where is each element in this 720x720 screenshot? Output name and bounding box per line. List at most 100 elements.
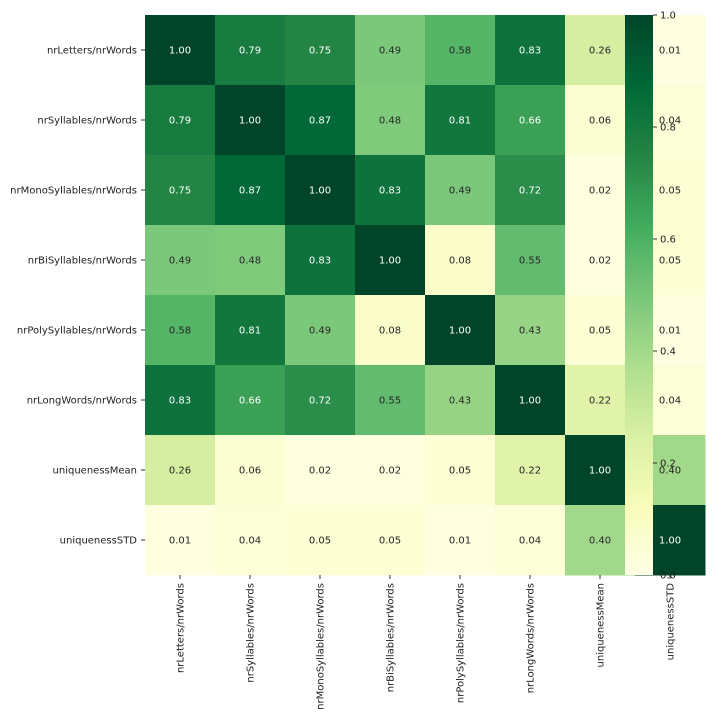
heatmap-cells: 1.00 0.79 0.75 0.49 0.58 0.83 0.26 0.01 0.79 1.00… — [145, 15, 706, 576]
heatmap-cell — [495, 155, 566, 226]
heatmap-cell — [285, 435, 356, 506]
heatmap-cell — [355, 365, 426, 436]
colorbar-tick-label: 0.2 — [660, 459, 676, 470]
heatmap-cell — [425, 295, 496, 366]
heatmap-cell — [145, 85, 216, 156]
heatmap-cell — [425, 15, 496, 86]
row-tick-label: nrPolySyllables/nrWords — [17, 326, 137, 337]
cell-value-label: 0.48 — [379, 116, 401, 127]
cell-value-label: 0.83 — [309, 256, 331, 267]
column-tick-labels: nrLetters/nrWords nrSyllables/nrWords nrMo… — [176, 575, 677, 710]
heatmap-cell — [355, 225, 426, 296]
heatmap-cell — [495, 365, 566, 436]
cell-value-label: 1.00 — [519, 396, 541, 407]
colorbar-tick-label: 0.0 — [660, 571, 676, 582]
cell-value-label: 0.43 — [449, 396, 471, 407]
cell-value-label: 0.40 — [589, 536, 611, 547]
heatmap-cell — [285, 505, 356, 576]
heatmap-cell — [495, 225, 566, 296]
heatmap-cell — [285, 85, 356, 156]
cell-value-label: 0.58 — [449, 46, 471, 57]
cell-value-label: 0.02 — [309, 466, 331, 477]
cell-value-label: 0.81 — [449, 116, 471, 127]
heatmap-cell — [425, 85, 496, 156]
cell-value-label: 0.22 — [589, 396, 611, 407]
cell-value-label: 0.72 — [309, 396, 331, 407]
heatmap-cell — [285, 225, 356, 296]
heatmap-cell — [285, 295, 356, 366]
heatmap-cell — [565, 505, 636, 576]
cell-value-label: 0.05 — [309, 536, 331, 547]
heatmap-cell — [355, 435, 426, 506]
cell-value-label: 0.40 — [659, 466, 681, 477]
heatmap-cell — [285, 15, 356, 86]
cell-value-label: 0.79 — [239, 46, 261, 57]
cell-value-label: 0.49 — [449, 186, 471, 197]
heatmap-cell — [215, 505, 286, 576]
heatmap-cell — [215, 155, 286, 226]
cell-value-label: 0.66 — [239, 396, 261, 407]
cell-value-label: 0.49 — [309, 326, 331, 337]
cell-value-label: 0.75 — [169, 186, 191, 197]
column-tick-label: nrMonoSyllables/nrWords — [316, 583, 327, 710]
cell-value-label: 0.04 — [659, 396, 681, 407]
cell-value-label: 0.79 — [169, 116, 191, 127]
cell-value-label: 0.49 — [169, 256, 191, 267]
heatmap-cell — [215, 85, 286, 156]
cell-value-label: 0.01 — [169, 536, 191, 547]
row-tick-label: nrSyllables/nrWords — [37, 116, 137, 127]
cell-value-label: 0.72 — [519, 186, 541, 197]
row-tick-label: uniquenessSTD — [60, 536, 138, 547]
cell-value-label: 0.05 — [449, 466, 471, 477]
cell-value-label: 0.83 — [519, 46, 541, 57]
heatmap-cell — [355, 505, 426, 576]
heatmap-cell — [425, 365, 496, 436]
cell-value-label: 0.81 — [239, 326, 261, 337]
cell-value-label: 0.08 — [449, 256, 471, 267]
cell-value-label: 0.26 — [169, 466, 191, 477]
colorbar-tick-label: 0.8 — [660, 123, 676, 134]
heatmap-cell — [495, 505, 566, 576]
colorbar-tick-label: 0.4 — [660, 347, 676, 358]
heatmap-cell — [565, 365, 636, 436]
cell-value-label: 0.26 — [589, 46, 611, 57]
heatmap-cell — [565, 435, 636, 506]
heatmap-cell — [355, 85, 426, 156]
cell-value-label: 0.05 — [659, 186, 681, 197]
cell-value-label: 0.04 — [239, 536, 261, 547]
heatmap-cell — [565, 225, 636, 296]
column-tick-label: nrBiSyllables/nrWords — [386, 583, 397, 692]
cell-value-label: 0.83 — [169, 396, 191, 407]
heatmap-cell — [285, 365, 356, 436]
heatmap-cell — [145, 365, 216, 436]
heatmap-cell — [565, 15, 636, 86]
column-tick-label: nrLongWords/nrWords — [526, 583, 537, 693]
heatmap-cell — [425, 155, 496, 226]
row-tick-labels: nrLetters/nrWords nrSyllables/nrWords nrMo… — [10, 46, 145, 547]
column-tick-label: nrSyllables/nrWords — [246, 583, 257, 683]
cell-value-label: 0.87 — [239, 186, 261, 197]
cell-value-label: 0.58 — [169, 326, 191, 337]
cell-value-label: 0.75 — [309, 46, 331, 57]
cell-value-label: 0.05 — [659, 256, 681, 267]
heatmap-cell — [145, 435, 216, 506]
cell-value-label: 0.05 — [589, 326, 611, 337]
colorbar: 0.0 0.2 0.4 0.6 0.8 1.0 — [625, 11, 676, 582]
heatmap-cell — [215, 295, 286, 366]
cell-value-label: 0.02 — [379, 466, 401, 477]
row-tick-label: nrLongWords/nrWords — [27, 396, 137, 407]
cell-value-label: 0.55 — [379, 396, 401, 407]
cell-value-label: 0.83 — [379, 186, 401, 197]
heatmap-cell — [495, 295, 566, 366]
cell-value-label: 0.48 — [239, 256, 261, 267]
cell-value-label: 0.87 — [309, 116, 331, 127]
cell-value-label: 0.06 — [239, 466, 261, 477]
column-tick-label: nrLetters/nrWords — [176, 583, 187, 673]
colorbar-tick-label: 0.6 — [660, 235, 676, 246]
heatmap-cell — [425, 225, 496, 296]
cell-value-label: 0.04 — [659, 116, 681, 127]
heatmap-cell — [495, 85, 566, 156]
heatmap-cell — [355, 295, 426, 366]
cell-value-label: 1.00 — [659, 536, 681, 547]
